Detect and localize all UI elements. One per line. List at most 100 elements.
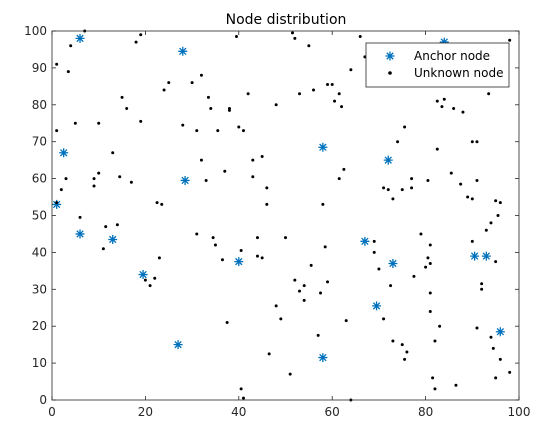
unknown-node-point — [69, 44, 73, 48]
legend: Anchor node Unknown node — [365, 42, 510, 88]
unknown-node-point — [494, 376, 498, 380]
unknown-node-point — [410, 186, 414, 190]
unknown-node-point — [92, 177, 96, 181]
chart-title: Node distribution — [226, 12, 347, 28]
unknown-node-point — [265, 202, 269, 206]
unknown-node-point — [255, 254, 259, 258]
unknown-node-point — [389, 284, 393, 288]
unknown-node-point — [291, 31, 295, 35]
unknown-node-point — [251, 175, 255, 179]
unknown-node-point — [120, 95, 124, 99]
unknown-node-point — [129, 180, 133, 184]
unknown-node-point — [73, 121, 77, 125]
x-tick-label: 40 — [231, 405, 246, 419]
unknown-node-point — [59, 188, 63, 192]
anchor-node-point — [360, 236, 370, 246]
anchor-node-point — [75, 33, 85, 43]
x-tick-label: 20 — [138, 405, 153, 419]
unknown-node-point — [498, 357, 502, 361]
anchor-node-point — [234, 257, 244, 267]
unknown-node-point — [475, 178, 479, 182]
unknown-node-point — [470, 197, 474, 201]
unknown-node-point — [396, 140, 400, 144]
unknown-node-point — [491, 346, 495, 350]
unknown-node-point — [293, 36, 297, 40]
unknown-node-point — [134, 40, 138, 44]
unknown-node-point — [78, 215, 82, 219]
unknown-node-point — [288, 372, 292, 376]
unknown-node-point — [211, 236, 215, 240]
unknown-node-point — [428, 291, 432, 295]
unknown-node-point — [260, 256, 264, 260]
unknown-node-point — [498, 201, 502, 205]
unknown-node-point — [157, 256, 161, 260]
y-tick-label: 50 — [32, 209, 47, 223]
anchor-node-point — [75, 229, 85, 239]
unknown-node-point — [265, 186, 269, 190]
unknown-node-point — [255, 236, 259, 240]
y-tick-label: 20 — [32, 319, 47, 333]
unknown-node-point — [419, 232, 423, 236]
unknown-node-point — [55, 201, 59, 205]
unknown-node-point — [435, 99, 439, 103]
anchor-node-point — [180, 175, 190, 185]
unknown-node-point — [153, 276, 157, 280]
unknown-node-point — [330, 83, 334, 87]
unknown-node-point — [55, 62, 59, 66]
unknown-node-point — [241, 396, 245, 400]
unknown-node-point — [333, 99, 337, 103]
x-tick-label: 80 — [418, 405, 433, 419]
unknown-node-point — [92, 184, 96, 188]
unknown-node-point — [442, 97, 446, 101]
unknown-node-point — [237, 125, 241, 129]
anchor-node-point — [318, 353, 328, 363]
unknown-node-point — [470, 140, 474, 144]
unknown-node-point — [340, 105, 344, 109]
unknown-node-point — [484, 228, 488, 232]
unknown-node-point — [438, 324, 442, 328]
unknown-node-point — [111, 151, 115, 155]
unknown-node-point — [302, 298, 306, 302]
unknown-node-point — [66, 70, 70, 74]
y-tick-label: 40 — [32, 245, 47, 259]
unknown-node-point — [227, 108, 231, 112]
unknown-node-point — [267, 352, 271, 356]
unknown-node-point — [424, 265, 428, 269]
axes-background — [52, 31, 519, 400]
unknown-node-point — [342, 167, 346, 171]
unknown-node-point — [412, 274, 416, 278]
unknown-node-point — [508, 370, 512, 374]
unknown-node-point — [139, 33, 143, 37]
unknown-node-point — [251, 158, 255, 162]
unknown-node-point — [125, 106, 129, 110]
unknown-node-point — [234, 35, 238, 39]
unknown-node-point — [312, 88, 316, 92]
unknown-node-point — [377, 267, 381, 271]
anchor-node-point — [388, 258, 398, 268]
unknown-node-point — [302, 284, 306, 288]
unknown-node-point — [435, 147, 439, 151]
unknown-node-point — [274, 304, 278, 308]
y-tick-label: 70 — [32, 135, 47, 149]
unknown-node-point — [206, 95, 210, 99]
unknown-node-point — [386, 188, 390, 192]
unknown-node-point — [216, 129, 220, 133]
anchor-node-point — [138, 270, 148, 280]
unknown-node-point — [480, 282, 484, 286]
unknown-node-point — [449, 171, 453, 175]
unknown-node-point — [480, 287, 484, 291]
unknown-node-point — [428, 309, 432, 313]
unknown-node-point — [405, 350, 409, 354]
unknown-node-point — [372, 239, 376, 243]
unknown-node-point — [309, 263, 313, 267]
unknown-node-point — [326, 83, 330, 87]
unknown-node-point — [459, 182, 463, 186]
unknown-node-point — [431, 376, 435, 380]
plot-area — [52, 29, 519, 402]
anchor-node-point — [52, 199, 62, 209]
unknown-node-point — [97, 171, 101, 175]
unknown-node-point — [403, 357, 407, 361]
anchor-node-point — [178, 46, 188, 56]
unknown-node-point — [494, 199, 498, 203]
unknown-node-point — [97, 121, 101, 125]
